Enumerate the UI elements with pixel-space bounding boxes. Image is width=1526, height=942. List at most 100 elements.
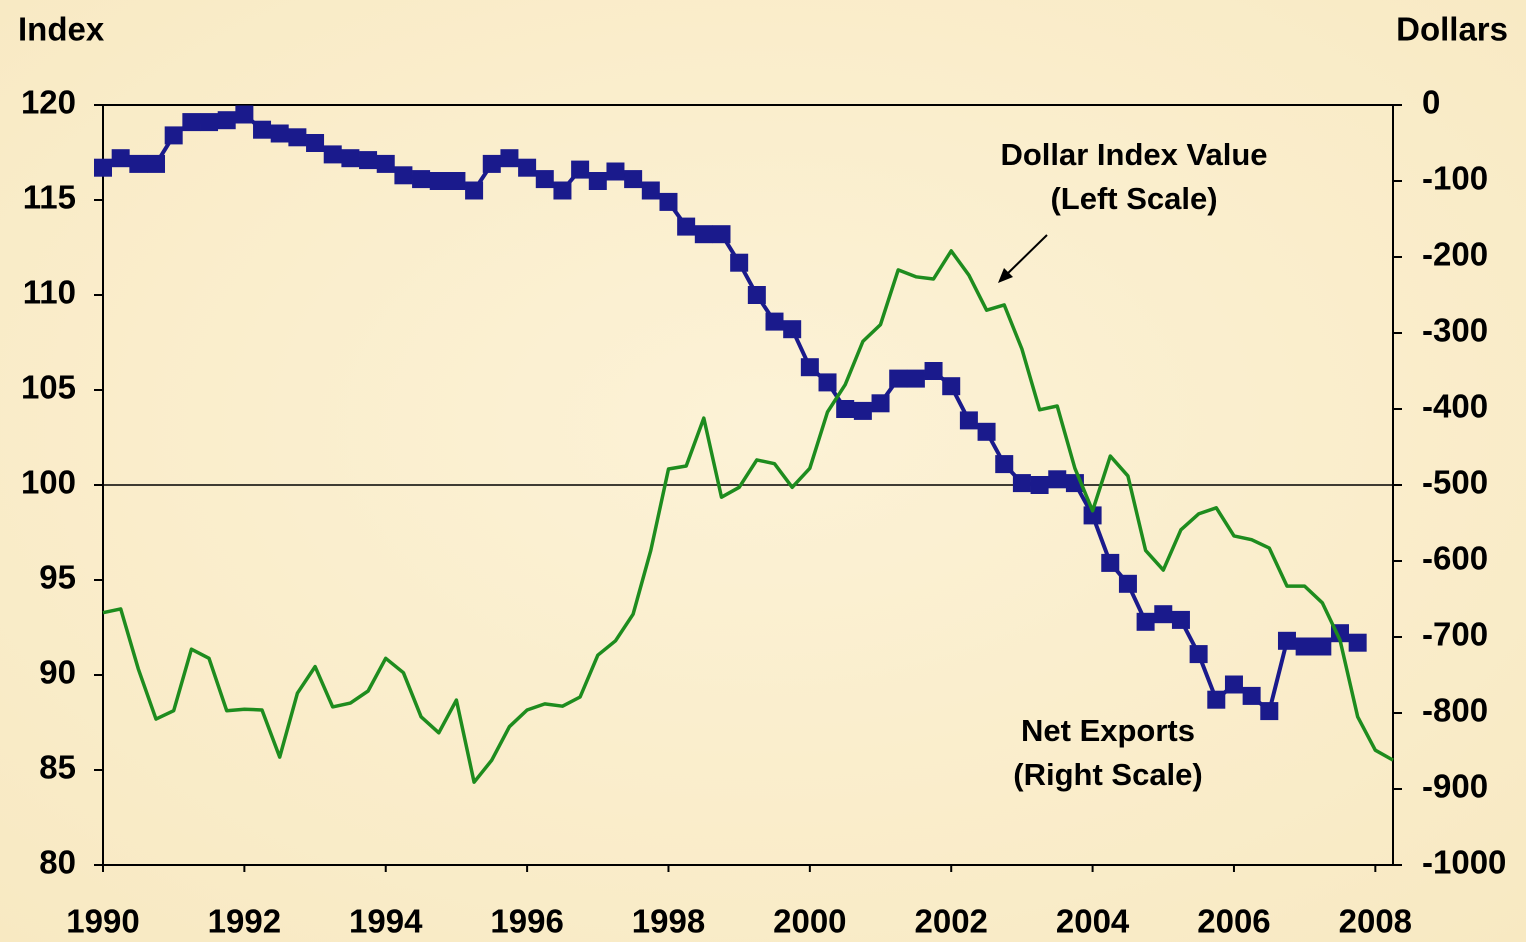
y2-tick-label: -200: [1422, 236, 1488, 273]
series-marker: [235, 105, 254, 124]
y2-tick-label: -300: [1422, 312, 1488, 349]
y2-tick-label: -100: [1422, 160, 1488, 197]
series-marker: [712, 225, 731, 244]
series-marker: [306, 134, 325, 152]
series-marker: [518, 158, 537, 177]
series-marker: [253, 120, 272, 139]
series-marker: [465, 181, 484, 200]
y-tick-label: 85: [39, 749, 76, 786]
series-marker: [818, 373, 837, 392]
series-marker: [624, 170, 643, 189]
series-marker: [500, 149, 519, 168]
annotation: Dollar Index Value: [1000, 137, 1267, 172]
series-marker: [182, 113, 201, 132]
series-marker: [1101, 553, 1120, 572]
series-marker: [836, 400, 855, 418]
series-marker: [1277, 631, 1296, 650]
series-marker: [1242, 686, 1261, 705]
x-tick-label: 2000: [773, 903, 846, 940]
y-tick-label: 80: [39, 844, 76, 881]
series-marker: [359, 151, 378, 170]
y2-tick-label: -1000: [1422, 844, 1506, 881]
series-marker: [94, 158, 112, 177]
series-marker: [641, 181, 660, 200]
y-tick-label: 105: [21, 369, 76, 406]
y2-tick-label: -700: [1422, 616, 1488, 653]
series-marker: [588, 172, 607, 190]
annotation: (Right Scale): [1013, 757, 1202, 792]
series-marker: [1012, 474, 1031, 493]
series-marker: [800, 358, 819, 377]
y2-tick-label: -900: [1422, 768, 1488, 805]
series-marker: [482, 154, 501, 173]
series-marker: [412, 170, 431, 189]
series-marker: [323, 145, 342, 164]
y-axis-title: Index: [18, 11, 105, 48]
series-marker: [995, 455, 1014, 474]
series-marker: [1189, 645, 1208, 664]
arrow-head: [998, 268, 1013, 283]
y2-tick-label: -800: [1422, 692, 1488, 729]
x-tick-label: 2002: [915, 903, 988, 940]
series-marker: [694, 225, 713, 244]
series-marker: [1313, 637, 1332, 656]
series-marker: [889, 369, 908, 388]
series-marker: [147, 154, 166, 173]
series-marker: [783, 320, 802, 339]
x-tick-label: 1998: [632, 903, 705, 940]
annotation: (Left Scale): [1050, 181, 1217, 216]
series-marker: [553, 181, 572, 200]
series-marker: [394, 166, 413, 185]
x-tick-label: 2008: [1339, 903, 1412, 940]
y-tick-label: 120: [21, 84, 76, 121]
series-marker: [1154, 605, 1173, 624]
series-marker: [535, 170, 554, 189]
series-marker: [977, 422, 996, 441]
y-tick-label: 115: [23, 179, 76, 216]
series-marker: [217, 111, 236, 130]
series-marker: [1048, 470, 1067, 489]
x-tick-label: 1994: [349, 903, 423, 940]
y-tick-label: 100: [21, 464, 76, 501]
series-marker: [730, 253, 749, 272]
y-tick-label: 90: [39, 654, 76, 691]
series-marker: [1118, 574, 1137, 593]
y-tick-label: 110: [23, 274, 76, 311]
series-marker: [1348, 633, 1367, 652]
y-tick-label: 95: [39, 559, 76, 596]
y2-tick-label: -400: [1422, 388, 1488, 425]
series-marker: [747, 286, 766, 304]
series-marker: [871, 394, 890, 413]
series-marker: [341, 149, 360, 168]
series-marker: [1207, 690, 1226, 709]
series-marker: [765, 312, 784, 331]
series-marker: [164, 126, 183, 145]
series-marker: [942, 377, 961, 396]
x-tick-label: 2006: [1197, 903, 1270, 940]
annotation-arrow: [1001, 234, 1048, 280]
series-marker: [606, 162, 625, 181]
series-marker: [959, 411, 978, 430]
series-marker: [1136, 612, 1155, 631]
series-marker: [853, 401, 872, 420]
series-marker: [429, 172, 448, 190]
series-marker: [924, 362, 943, 380]
series-marker: [447, 172, 466, 190]
series-marker: [571, 160, 590, 179]
series-marker: [1030, 476, 1049, 494]
series-marker: [200, 113, 219, 132]
series-marker: [1083, 506, 1102, 525]
x-tick-label: 1992: [208, 903, 281, 940]
y2-tick-label: 0: [1422, 84, 1440, 121]
annotation: Net Exports: [1021, 713, 1195, 748]
series-marker: [677, 217, 696, 236]
series-marker: [1295, 637, 1314, 656]
series-marker: [906, 369, 925, 388]
y2-tick-label: -600: [1422, 540, 1488, 577]
series-line: [102, 249, 1394, 784]
series-marker: [376, 154, 395, 173]
series-marker: [1224, 675, 1243, 694]
series-marker: [111, 149, 130, 168]
